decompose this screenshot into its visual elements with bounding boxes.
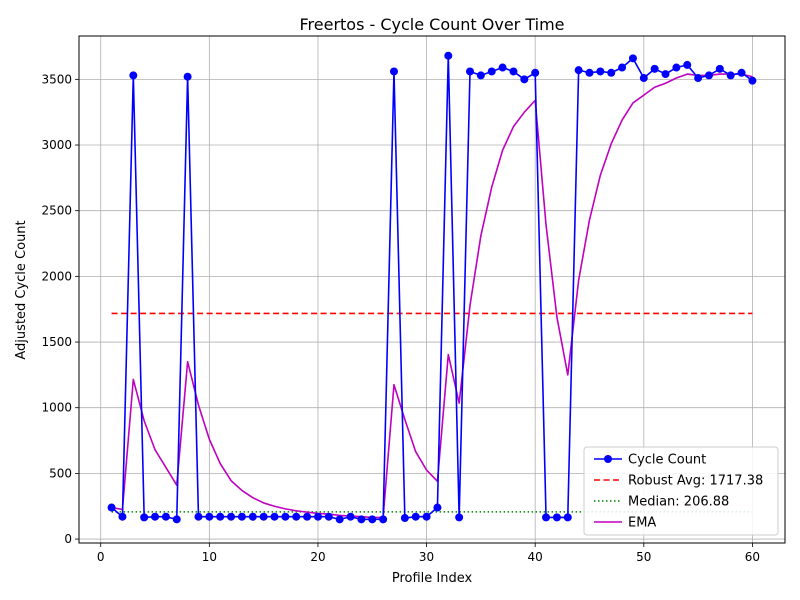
cycle-count-point <box>607 68 616 77</box>
legend-label: Median: 206.88 <box>628 495 729 510</box>
cycle-count-point <box>694 74 703 83</box>
x-tick-label: 0 <box>97 550 105 564</box>
y-tick-label: 0 <box>64 532 72 546</box>
y-tick-label: 3000 <box>41 138 72 152</box>
x-tick-label: 30 <box>419 550 434 564</box>
cycle-count-point <box>411 512 420 521</box>
y-tick-label: 1000 <box>41 401 72 415</box>
legend-entry: EMA <box>594 516 656 531</box>
cycle-count-point <box>476 71 485 80</box>
series-layer <box>107 51 757 524</box>
cycle-count-point <box>520 75 529 84</box>
cycle-count-point <box>379 515 388 524</box>
y-tick-label: 2500 <box>41 204 72 218</box>
cycle-count-point <box>661 70 670 79</box>
legend-label: EMA <box>628 516 656 531</box>
cycle-count-point <box>248 512 257 521</box>
x-axis-ticks: 0 10 20 30 40 50 60 <box>97 543 760 564</box>
cycle-count-point <box>542 513 551 522</box>
cycle-count-point <box>498 63 507 72</box>
y-axis-label: Adjusted Cycle Count <box>14 220 29 359</box>
cycle-count-point <box>129 71 138 80</box>
cycle-count-point <box>531 68 540 77</box>
cycle-count-point <box>227 512 236 521</box>
y-tick-label: 1500 <box>41 335 72 349</box>
cycle-count-point <box>281 512 290 521</box>
cycle-count-point <box>672 63 681 72</box>
cycle-count-point <box>335 515 344 524</box>
cycle-count-point <box>563 513 572 522</box>
cycle-count-point <box>737 68 746 77</box>
y-axis-ticks: 0 500 1000 1500 2000 2500 3000 3500 <box>41 72 79 546</box>
cycle-count-point <box>726 71 735 80</box>
legend-label: Cycle Count <box>628 453 706 468</box>
legend-box <box>583 446 779 536</box>
cycle-count-point <box>433 503 442 512</box>
cycle-count-point <box>313 512 322 521</box>
cycle-count-point <box>292 512 301 521</box>
ema-series <box>111 73 753 519</box>
ema-line <box>111 73 753 519</box>
cycle-count-point <box>704 71 713 80</box>
cycle-count-point <box>715 64 724 73</box>
x-tick-label: 60 <box>745 550 760 564</box>
legend-entry: Median: 206.88 <box>594 495 729 510</box>
cycle-count-point <box>216 512 225 521</box>
cycle-count-point <box>107 503 116 512</box>
cycle-count-point <box>487 67 496 76</box>
cycle-count-point <box>444 51 453 60</box>
cycle-count-point <box>466 67 475 76</box>
cycle-count-point <box>259 512 268 521</box>
cycle-count-point <box>172 515 181 524</box>
cycle-count-point <box>237 512 246 521</box>
cycle-count-point <box>346 512 355 521</box>
legend: Cycle Count Robust Avg: 1717.38 Median: 20… <box>583 446 779 536</box>
cycle-count-point <box>357 515 366 524</box>
cycle-count-point <box>650 64 659 73</box>
x-tick-label: 50 <box>636 550 651 564</box>
legend-entry: Robust Avg: 1717.38 <box>594 474 763 489</box>
cycle-count-series <box>107 51 757 524</box>
x-tick-label: 20 <box>310 550 325 564</box>
y-tick-label: 3500 <box>41 72 72 86</box>
cycle-count-point <box>194 512 203 521</box>
x-axis-label: Profile Index <box>392 571 473 586</box>
cycle-count-point <box>509 67 518 76</box>
y-tick-label: 2000 <box>41 269 72 283</box>
legend-swatch-marker <box>604 455 612 463</box>
legend-entry: Cycle Count <box>594 453 706 468</box>
cycle-count-point <box>368 515 377 524</box>
cycle-count-point <box>303 512 312 521</box>
cycle-count-point <box>639 74 648 83</box>
cycle-count-point <box>161 512 170 521</box>
y-tick-label: 500 <box>49 466 72 480</box>
cycle-count-point <box>140 513 149 522</box>
cycle-count-point <box>683 60 692 69</box>
x-tick-label: 10 <box>202 550 217 564</box>
x-tick-label: 40 <box>528 550 543 564</box>
cycle-count-point <box>596 67 605 76</box>
cycle-count-point <box>118 512 127 521</box>
cycle-count-point <box>748 76 757 85</box>
plot-frame <box>78 35 786 544</box>
cycle-count-point <box>151 512 160 521</box>
cycle-count-point <box>422 512 431 521</box>
cycle-count-point <box>552 513 561 522</box>
cycle-count-point <box>389 67 398 76</box>
cycle-count-point <box>183 72 192 81</box>
cycle-count-point <box>574 66 583 75</box>
chart-title: Freertos - Cycle Count Over Time <box>299 15 564 34</box>
cycle-count-point <box>205 512 214 521</box>
cycle-count-point <box>455 513 464 522</box>
legend-label: Robust Avg: 1717.38 <box>628 474 763 489</box>
cycle-count-point <box>400 514 409 523</box>
cycle-count-point <box>270 512 279 521</box>
cycle-count-point <box>324 512 333 521</box>
cycle-count-point <box>628 54 637 63</box>
cycle-count-point <box>618 63 627 72</box>
cycle-count-point <box>585 68 594 77</box>
